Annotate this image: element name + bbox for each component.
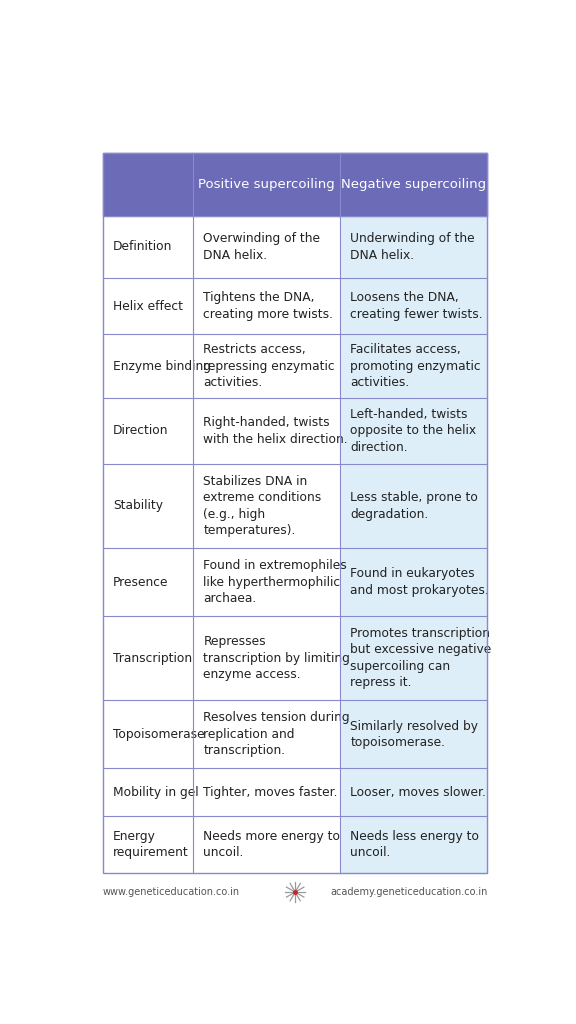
Text: Presence: Presence [113,575,169,589]
Text: Mobility in gel: Mobility in gel [113,785,199,799]
Text: Looser, moves slower.: Looser, moves slower. [350,785,486,799]
Text: Enzyme binding: Enzyme binding [113,359,211,373]
Text: Helix effect: Helix effect [113,299,183,312]
Text: Needs more energy to
uncoil.: Needs more energy to uncoil. [203,829,340,859]
Text: www.geneticeducation.co.in: www.geneticeducation.co.in [103,887,240,897]
Text: Found in eukaryotes
and most prokaryotes.: Found in eukaryotes and most prokaryotes… [350,567,489,597]
Text: Restricts access,
repressing enzymatic
activities.: Restricts access, repressing enzymatic a… [203,343,335,389]
Text: Promotes transcription
but excessive negative
supercoiling can
repress it.: Promotes transcription but excessive neg… [350,627,491,689]
Text: Overwinding of the
DNA helix.: Overwinding of the DNA helix. [203,232,320,262]
Text: Negative supercoiling: Negative supercoiling [341,178,486,191]
Text: Tightens the DNA,
creating more twists.: Tightens the DNA, creating more twists. [203,291,334,321]
Text: academy.geneticeducation.co.in: academy.geneticeducation.co.in [330,887,487,897]
Bar [103,153,487,216]
Text: Needs less energy to
uncoil.: Needs less energy to uncoil. [350,829,479,859]
Text: Less stable, prone to
degradation.: Less stable, prone to degradation. [350,492,478,520]
Text: Transcription: Transcription [113,651,192,665]
Text: Right-handed, twists
with the helix direction.: Right-handed, twists with the helix dire… [203,416,348,445]
Text: Stabilizes DNA in
extreme conditions
(e.g., high
temperatures).: Stabilizes DNA in extreme conditions (e.… [203,475,321,538]
Bar [103,153,194,872]
Bar [340,153,487,872]
Bar [103,153,487,872]
Text: Tighter, moves faster.: Tighter, moves faster. [203,785,338,799]
Text: Energy
requirement: Energy requirement [113,829,189,859]
Text: Left-handed, twists
opposite to the helix
direction.: Left-handed, twists opposite to the heli… [350,408,476,454]
Text: Stability: Stability [113,500,163,512]
Text: Resolves tension during
replication and
transcription.: Resolves tension during replication and … [203,712,350,758]
Text: Underwinding of the
DNA helix.: Underwinding of the DNA helix. [350,232,475,262]
Text: Loosens the DNA,
creating fewer twists.: Loosens the DNA, creating fewer twists. [350,291,483,321]
Text: Topoisomerase: Topoisomerase [113,728,204,740]
Text: Direction: Direction [113,425,169,437]
Text: Found in extremophiles
like hyperthermophilic
archaea.: Found in extremophiles like hyperthermop… [203,559,347,605]
Text: Definition: Definition [113,241,172,253]
Text: Represses
transcription by limiting
enzyme access.: Represses transcription by limiting enzy… [203,635,350,681]
Text: Positive supercoiling: Positive supercoiling [198,178,335,191]
Text: Similarly resolved by
topoisomerase.: Similarly resolved by topoisomerase. [350,720,478,749]
Bar [194,153,340,872]
Text: Facilitates access,
promoting enzymatic
activities.: Facilitates access, promoting enzymatic … [350,343,481,389]
